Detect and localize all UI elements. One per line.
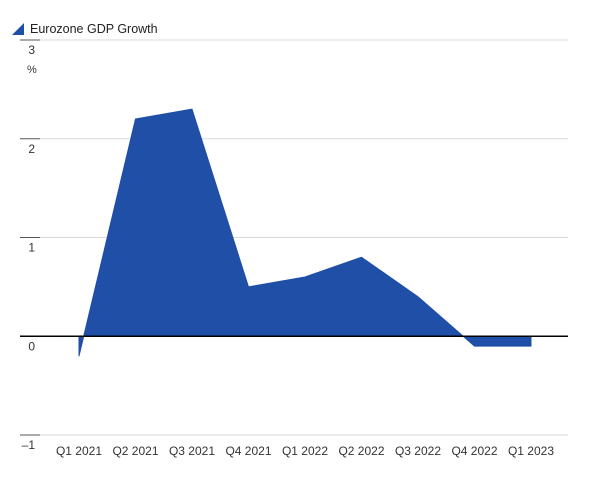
y-tick-label: 3 <box>28 43 35 57</box>
x-axis-ticks: Q1 2021 Q2 2021 Q3 2021 Q4 2021 Q1 2022 Q2 20… <box>56 444 554 458</box>
series-area <box>78 108 532 357</box>
grid-lines <box>20 39 568 436</box>
y-axis-ticks: 3 2 1 0 –1 <box>22 43 36 452</box>
y-axis-unit: % <box>27 64 37 76</box>
x-tick-label: Q2 2021 <box>112 444 158 458</box>
x-tick-label: Q2 2022 <box>338 444 384 458</box>
x-tick-label: Q4 2021 <box>225 444 271 458</box>
y-tick-label: –1 <box>22 438 36 452</box>
y-tick-label: 1 <box>28 241 35 255</box>
y-tick-label: 2 <box>28 142 35 156</box>
x-tick-label: Q1 2023 <box>508 444 554 458</box>
y-tick-label: 0 <box>28 339 35 353</box>
x-tick-label: Q3 2022 <box>395 444 441 458</box>
x-tick-label: Q4 2022 <box>451 444 497 458</box>
x-tick-label: Q1 2021 <box>56 444 102 458</box>
series-area-group <box>78 108 532 357</box>
legend-label: Eurozone GDP Growth <box>30 22 158 36</box>
x-tick-label: Q3 2021 <box>169 444 215 458</box>
x-tick-label: Q1 2022 <box>282 444 328 458</box>
legend-marker-icon <box>12 23 24 35</box>
legend: Eurozone GDP Growth <box>12 22 158 36</box>
